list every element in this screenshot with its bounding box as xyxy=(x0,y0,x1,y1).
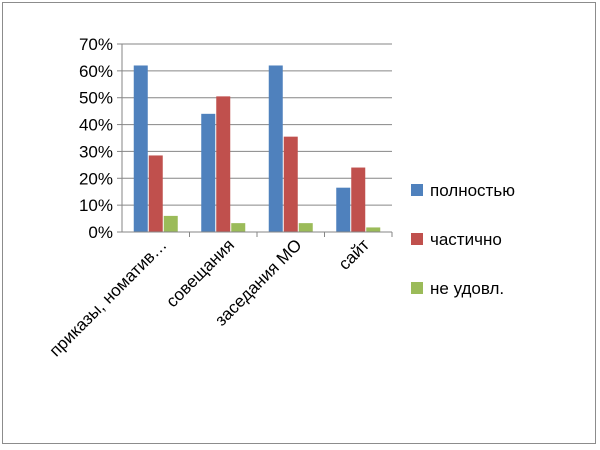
bar-3-2 xyxy=(231,223,246,232)
bar-3-4 xyxy=(366,227,381,232)
x-tick-label: сайт xyxy=(335,235,374,274)
bar-3-3 xyxy=(298,223,313,232)
bar-2-2 xyxy=(216,96,231,232)
legend: полностью частично не удовл. xyxy=(411,181,515,298)
legend-label: не удовл. xyxy=(430,279,504,298)
bar-1-4 xyxy=(336,187,351,232)
bar-1-1 xyxy=(133,65,148,232)
bar-1-2 xyxy=(201,113,216,232)
bar-1-3 xyxy=(268,65,283,232)
legend-label: частично xyxy=(430,230,502,249)
chart-frame: 0% 10% 20% 30% 40% 50% 60% 70% приказы, номатив… xyxy=(2,2,596,444)
legend-label: полностью xyxy=(430,181,515,200)
y-tick-label: 10% xyxy=(79,196,113,215)
x-tick-label: приказы, номатив… xyxy=(46,235,171,360)
axes xyxy=(117,43,393,237)
legend-swatch xyxy=(411,282,423,294)
gridlines xyxy=(122,43,392,206)
y-tick-labels: 0% 10% 20% 30% 40% 50% 60% 70% xyxy=(79,35,113,242)
bars xyxy=(133,65,381,232)
y-tick-label: 70% xyxy=(79,35,113,54)
y-tick-label: 30% xyxy=(79,142,113,161)
legend-swatch xyxy=(411,233,423,245)
bar-chart: 0% 10% 20% 30% 40% 50% 60% 70% приказы, номатив… xyxy=(46,35,516,360)
bar-3-1 xyxy=(163,215,178,232)
bar-2-1 xyxy=(148,155,163,232)
y-tick-label: 60% xyxy=(79,62,113,81)
y-tick-label: 40% xyxy=(79,116,113,135)
legend-swatch xyxy=(411,184,423,196)
y-tick-label: 0% xyxy=(88,223,113,242)
bar-2-3 xyxy=(283,136,298,232)
y-tick-label: 20% xyxy=(79,169,113,188)
bar-2-4 xyxy=(351,167,366,232)
y-tick-label: 50% xyxy=(79,89,113,108)
